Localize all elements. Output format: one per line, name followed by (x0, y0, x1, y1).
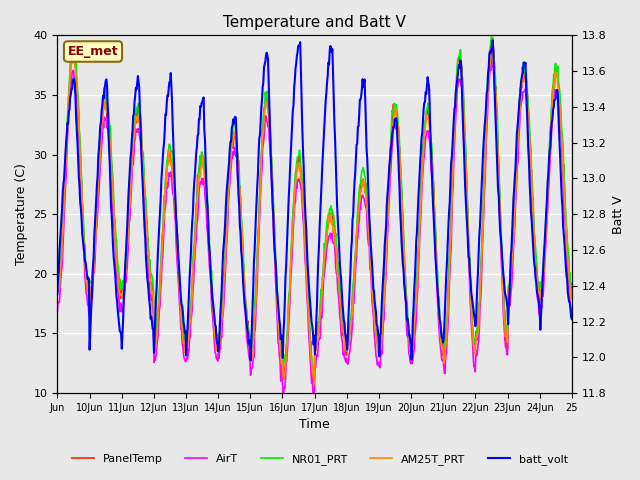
batt_volt (209, 297, 216, 302)
NR01_PRT (568, 282, 576, 288)
PanelTemp (54, 287, 61, 292)
NR01_PRT (209, 289, 216, 295)
AM25T_PRT (368, 288, 376, 293)
NR01_PRT (114, 264, 122, 270)
AirT (114, 288, 122, 294)
AirT (397, 191, 404, 196)
NR01_PRT (234, 156, 242, 161)
X-axis label: Time: Time (300, 419, 330, 432)
NR01_PRT (397, 168, 404, 174)
Y-axis label: Batt V: Batt V (612, 195, 625, 234)
AM25T_PRT (253, 262, 261, 267)
Line: batt_volt: batt_volt (58, 40, 572, 360)
PanelTemp (253, 252, 261, 258)
AM25T_PRT (209, 299, 216, 305)
AirT (310, 398, 318, 404)
NR01_PRT (368, 272, 376, 277)
AirT (568, 312, 576, 318)
Line: AirT: AirT (58, 62, 572, 401)
batt_volt (397, 220, 404, 226)
AirT (234, 178, 242, 184)
AM25T_PRT (310, 382, 318, 387)
AirT (368, 298, 376, 304)
AM25T_PRT (568, 287, 576, 292)
NR01_PRT (310, 368, 318, 374)
NR01_PRT (54, 281, 61, 287)
PanelTemp (310, 382, 317, 387)
PanelTemp (234, 154, 242, 160)
Line: NR01_PRT: NR01_PRT (58, 36, 572, 371)
batt_volt (368, 259, 376, 265)
PanelTemp (397, 174, 404, 180)
Y-axis label: Temperature (C): Temperature (C) (15, 163, 28, 265)
batt_volt (54, 291, 61, 297)
Legend: PanelTemp, AirT, NR01_PRT, AM25T_PRT, batt_volt: PanelTemp, AirT, NR01_PRT, AM25T_PRT, ba… (68, 450, 572, 469)
PanelTemp (209, 293, 216, 299)
AM25T_PRT (397, 175, 404, 180)
AirT (253, 278, 261, 284)
AM25T_PRT (54, 285, 61, 291)
PanelTemp (368, 281, 376, 287)
AM25T_PRT (234, 158, 242, 164)
batt_volt (234, 173, 242, 179)
Title: Temperature and Batt V: Temperature and Batt V (223, 15, 406, 30)
batt_volt (254, 171, 262, 177)
PanelTemp (568, 280, 576, 286)
AM25T_PRT (114, 272, 122, 278)
NR01_PRT (253, 252, 261, 258)
batt_volt (568, 316, 576, 322)
AirT (209, 311, 216, 316)
AirT (488, 59, 495, 65)
NR01_PRT (488, 33, 495, 39)
Line: AM25T_PRT: AM25T_PRT (58, 48, 572, 384)
PanelTemp (114, 268, 122, 274)
AM25T_PRT (489, 46, 497, 51)
batt_volt (489, 37, 497, 43)
PanelTemp (490, 44, 497, 49)
AirT (54, 309, 61, 315)
Text: EE_met: EE_met (68, 45, 118, 58)
Line: PanelTemp: PanelTemp (58, 47, 572, 384)
batt_volt (114, 308, 122, 313)
batt_volt (247, 358, 255, 363)
